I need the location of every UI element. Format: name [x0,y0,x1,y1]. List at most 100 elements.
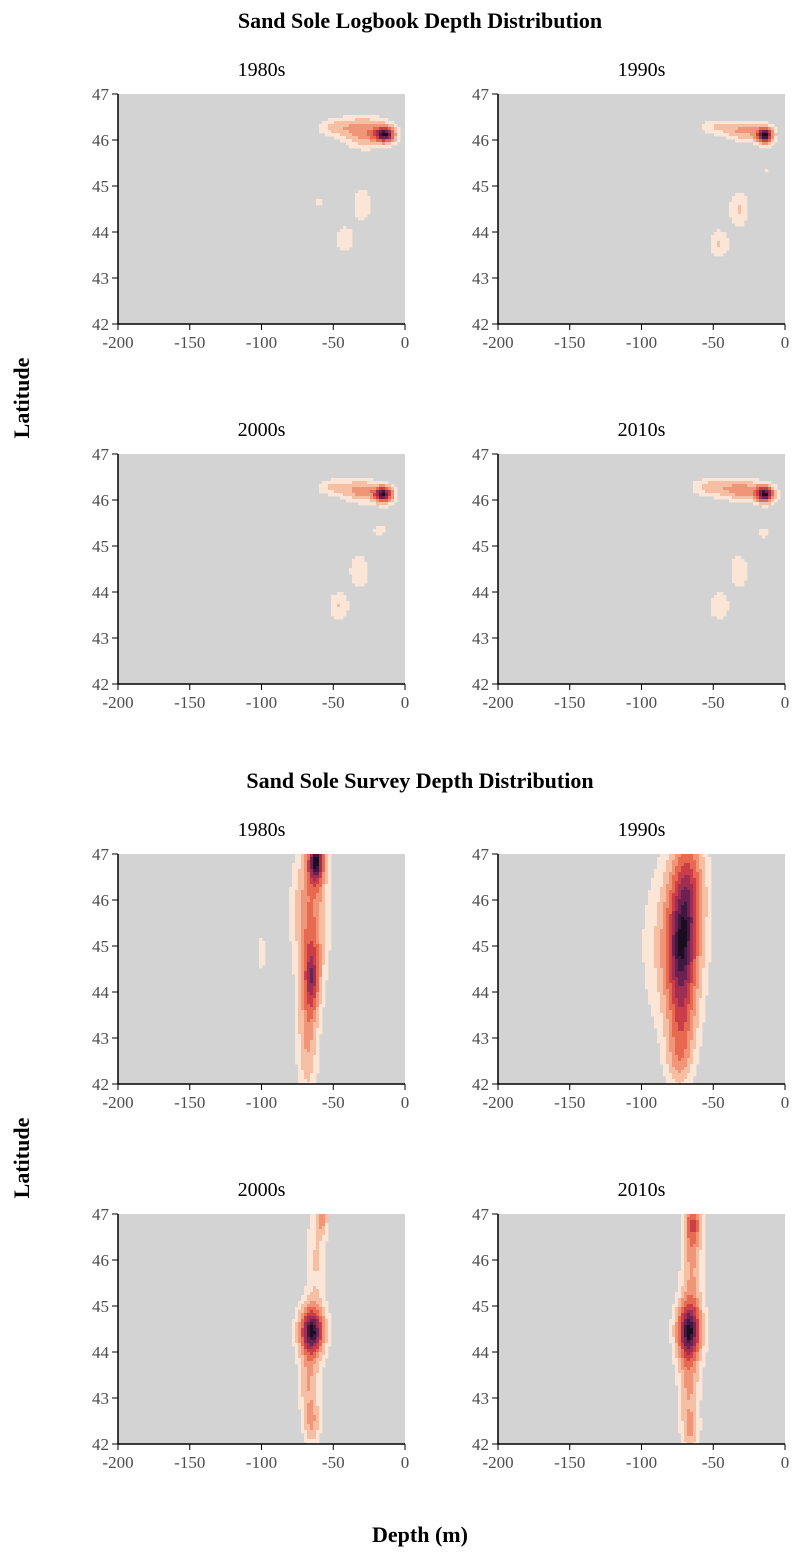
density-cell [669,947,673,951]
density-cell [675,935,679,939]
density-cell [663,980,667,984]
density-cell [307,1028,311,1032]
density-cell [316,962,320,966]
density-cell [702,1319,706,1323]
density-cell [310,896,314,900]
density-cell [322,944,326,948]
density-cell [307,1022,311,1026]
density-cell [316,1052,320,1056]
density-cell [379,130,383,134]
density-cell [705,905,709,909]
density-cell [645,980,649,984]
density-cell [654,965,658,969]
density-cell [684,896,688,900]
density-cell [666,995,670,999]
density-cell [307,971,311,975]
density-cell [696,1385,700,1389]
density-cell [307,866,311,870]
density-cell [702,866,706,870]
density-cell [364,208,368,212]
density-cell [702,490,706,494]
density-cell [684,899,688,903]
density-cell [696,1265,700,1269]
density-cell [301,941,305,945]
density-cell [325,896,329,900]
density-cell [675,1358,679,1362]
density-cell [367,133,371,137]
density-cell [696,932,700,936]
density-cell [340,244,344,248]
density-cell [726,607,730,611]
density-cell [298,1307,302,1311]
density-cell [666,950,670,954]
density-cell [678,1382,682,1386]
density-cell [741,211,745,215]
density-cell [307,1271,311,1275]
density-cell [678,1397,682,1401]
density-cell [645,968,649,972]
density-cell [681,1331,685,1335]
density-cell [316,1346,320,1350]
density-cell [756,502,760,506]
density-cell [340,604,344,608]
density-cell [705,869,709,873]
density-cell [705,875,709,879]
density-cell [349,496,353,500]
density-cell [307,1412,311,1416]
density-cell [340,127,344,131]
density-cell [298,920,302,924]
density-cell [322,1322,326,1326]
density-cell [663,956,667,960]
density-cell [310,878,314,882]
density-cell [367,481,371,485]
density-cell [669,1046,673,1050]
density-cell [732,127,736,131]
density-cell [732,580,736,584]
density-cell [352,559,356,563]
density-cell [349,571,353,575]
density-cell [645,950,649,954]
density-cell [693,917,697,921]
density-cell [669,1325,673,1329]
density-cell [310,899,314,903]
density-cell [307,1415,311,1419]
density-cell [705,941,709,945]
density-cell [334,481,338,485]
density-cell [684,1247,688,1251]
x-tick-label: 0 [401,333,410,352]
density-cell [379,139,383,143]
density-cell [313,872,317,876]
density-cell [322,1340,326,1344]
density-cell [669,875,673,879]
density-cell [322,857,326,861]
density-cell [693,923,697,927]
density-cell [687,1382,691,1386]
density-cell [316,1055,320,1059]
density-cell [313,1415,317,1419]
density-cell [744,133,748,137]
density-cell [340,133,344,137]
density-cell [313,1373,317,1377]
density-cell [693,872,697,876]
density-cell [699,487,703,491]
density-cell [681,893,685,897]
x-tick-label: 0 [781,693,790,712]
density-cell [690,1418,694,1422]
density-cell [669,902,673,906]
density-cell [316,1412,320,1416]
density-cell [298,887,302,891]
density-cell [645,917,649,921]
density-cell [307,1418,311,1422]
density-cell [370,133,374,137]
density-cell [316,1271,320,1275]
density-cell [699,1310,703,1314]
density-cell [696,1409,700,1413]
density-cell [672,1328,676,1332]
density-cell [669,914,673,918]
density-cells [316,115,401,251]
density-cell [331,487,335,491]
density-cell [699,1265,703,1269]
density-cell [313,908,317,912]
density-cell [301,872,305,876]
density-cell [313,1406,317,1410]
